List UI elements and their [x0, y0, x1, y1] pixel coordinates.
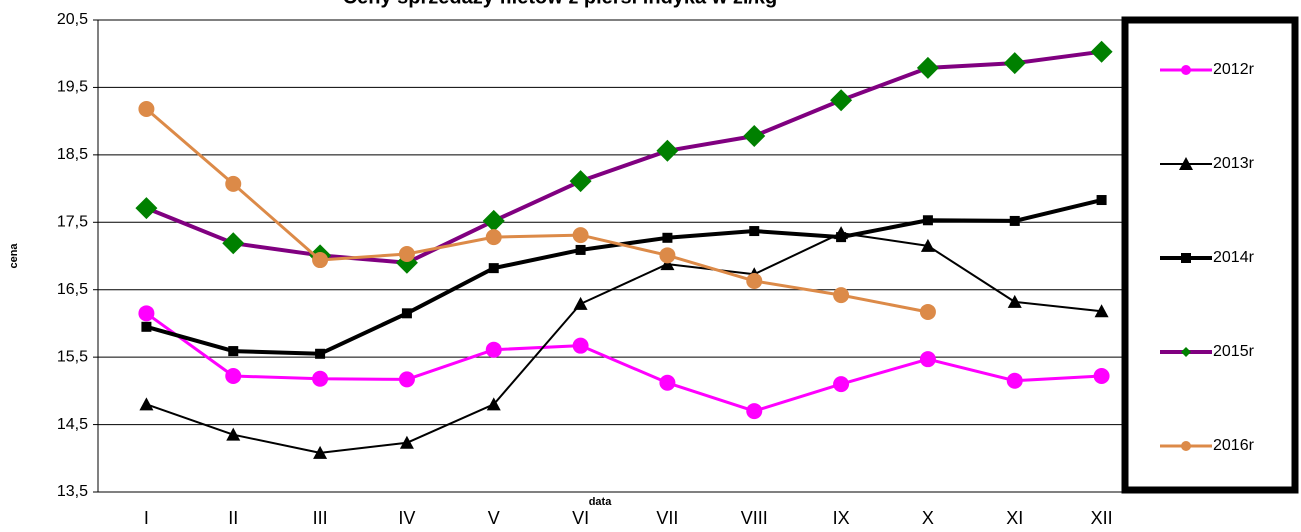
marker [660, 257, 675, 271]
marker [919, 303, 936, 320]
series-line [145, 312, 1102, 413]
marker [485, 341, 502, 358]
marker [228, 346, 239, 357]
legend-marker [1181, 347, 1191, 357]
marker [313, 445, 328, 459]
series-line [145, 49, 1102, 265]
marker [1009, 215, 1020, 226]
marker [743, 124, 766, 147]
marker [1006, 372, 1023, 389]
marker [833, 287, 850, 304]
marker [746, 403, 763, 420]
marker [226, 427, 241, 441]
marker [486, 397, 501, 411]
chart-title: Ceny sprzedaży filetów z piersi indyka w… [343, 0, 778, 8]
legend-label: 2014r [1213, 249, 1255, 266]
legend-box [1121, 16, 1299, 494]
x-tick-label: VII [656, 508, 678, 528]
marker [746, 272, 763, 289]
legend-label: 2015r [1213, 343, 1255, 360]
x-tick-label: IV [398, 508, 415, 528]
marker [138, 305, 155, 322]
marker [399, 435, 414, 449]
marker [1090, 40, 1113, 63]
legend-marker [1181, 65, 1191, 75]
x-tick-label: II [228, 508, 238, 528]
marker [312, 252, 329, 269]
marker [1003, 52, 1026, 75]
marker [920, 238, 935, 252]
marker [315, 348, 326, 359]
x-tick-label: XI [1006, 508, 1023, 528]
legend-marker [1179, 157, 1193, 170]
y-tick-label: 14,5 [57, 416, 88, 433]
x-tick-label: I [144, 508, 149, 528]
series-line [145, 107, 929, 314]
x-tick-label: VIII [741, 508, 768, 528]
marker [656, 139, 679, 162]
marker [575, 244, 586, 255]
marker [482, 209, 505, 232]
y-tick-label: 19,5 [57, 79, 88, 96]
x-tick-label: V [488, 508, 500, 528]
marker [836, 232, 847, 243]
marker [1096, 195, 1107, 206]
legend-marker [1181, 253, 1191, 263]
marker [916, 56, 939, 79]
marker [572, 227, 589, 244]
marker [398, 245, 415, 262]
x-axis-label: data [589, 496, 613, 508]
marker [749, 226, 760, 237]
legend-label: 2012r [1213, 61, 1255, 78]
series-line [146, 232, 1102, 454]
marker [572, 337, 589, 354]
marker [225, 175, 242, 192]
y-axis-label: cena [8, 243, 20, 269]
x-tick-label: X [922, 508, 934, 528]
marker [1093, 368, 1110, 385]
legend-label: 2013r [1213, 155, 1255, 172]
y-tick-label: 13,5 [57, 483, 88, 500]
marker [1007, 294, 1022, 308]
marker [141, 321, 152, 332]
marker [833, 376, 850, 393]
marker [138, 101, 155, 118]
marker [139, 397, 154, 411]
marker [573, 296, 588, 310]
x-tick-label: XII [1091, 508, 1113, 528]
marker [485, 229, 502, 246]
marker [922, 215, 933, 226]
marker [659, 374, 676, 391]
y-tick-label: 15,5 [57, 348, 88, 365]
marker [1094, 304, 1109, 318]
marker [569, 170, 592, 193]
marker [488, 263, 499, 274]
marker [830, 89, 853, 112]
legend-label: 2016r [1213, 437, 1255, 454]
marker [659, 247, 676, 264]
x-tick-label: VI [572, 508, 589, 528]
marker [919, 351, 936, 368]
y-tick-label: 20,5 [57, 11, 88, 28]
marker [662, 232, 673, 243]
marker [401, 308, 412, 319]
y-tick-label: 16,5 [57, 281, 88, 298]
x-tick-label: III [313, 508, 328, 528]
legend-marker [1181, 441, 1191, 451]
marker [222, 232, 245, 255]
marker [225, 368, 242, 385]
x-tick-label: IX [833, 508, 850, 528]
y-tick-label: 18,5 [57, 146, 88, 163]
marker [398, 371, 415, 388]
marker [135, 197, 158, 220]
y-tick-label: 17,5 [57, 214, 88, 231]
series-line [145, 198, 1103, 356]
marker [312, 370, 329, 387]
